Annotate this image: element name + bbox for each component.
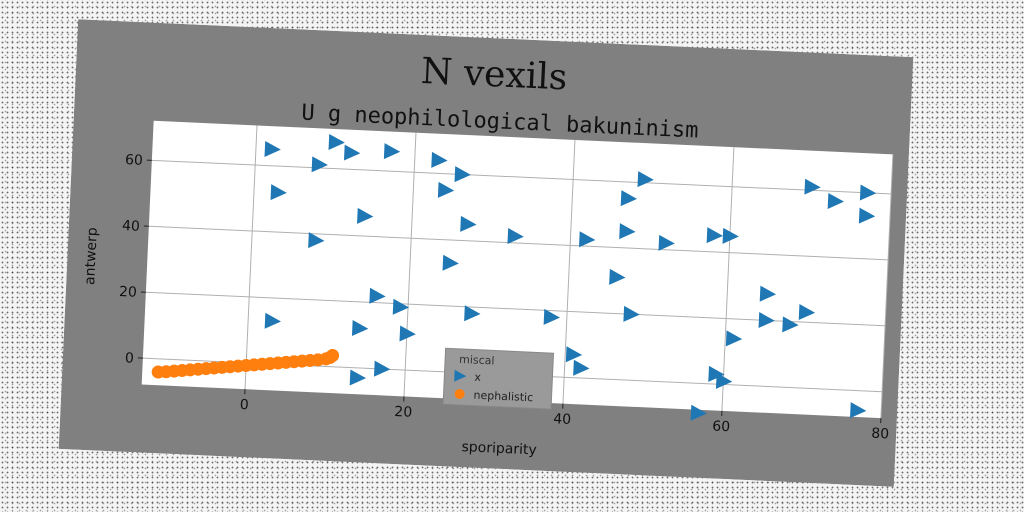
- data-point-x: [442, 254, 459, 271]
- x-grid-line: [721, 147, 735, 411]
- legend-nephalistic-label: nephalistic: [473, 389, 533, 405]
- data-point-x: [454, 166, 471, 183]
- data-point-x: [619, 223, 636, 240]
- y-tick-label: 40: [122, 218, 141, 235]
- data-point-x: [859, 184, 877, 201]
- data-point-x: [369, 287, 386, 304]
- data-point-x: [308, 232, 325, 249]
- data-point-x: [311, 156, 328, 173]
- data-point-x: [437, 181, 455, 198]
- x-tick-label: 0: [239, 397, 249, 413]
- data-point-x: [573, 359, 590, 376]
- scatter-chart: N vexils U g neophilological bakuninism …: [58, 19, 914, 487]
- data-point-x: [804, 178, 821, 195]
- data-point-x: [658, 234, 675, 251]
- data-point-x: [464, 305, 481, 322]
- data-point-x: [578, 231, 596, 248]
- data-point-x: [264, 140, 281, 157]
- figure-suptitle: N vexils: [420, 51, 568, 99]
- data-point-x: [758, 312, 775, 329]
- data-point-x: [460, 215, 477, 232]
- data-point-x: [706, 227, 723, 244]
- data-point-x: [609, 268, 626, 285]
- data-point-x: [827, 192, 844, 209]
- plot-area: [141, 120, 893, 419]
- y-grid-line: [151, 159, 892, 195]
- legend: miscal x nephalistic: [442, 347, 555, 410]
- legend-title: miscal: [459, 353, 495, 368]
- data-point-x: [399, 325, 416, 342]
- y-tick-label: 60: [125, 152, 144, 169]
- x-grid-line: [403, 132, 417, 397]
- x-grid-line: [244, 125, 258, 390]
- x-tick-label: 80: [871, 426, 890, 443]
- x-grid-line: [880, 154, 894, 419]
- data-point-nephalistic: [326, 349, 340, 363]
- x-axis-label: sporiparity: [461, 439, 537, 458]
- x-tick-label: 60: [712, 418, 731, 435]
- data-point-x: [715, 372, 733, 389]
- legend-nephalistic-marker: [454, 388, 465, 399]
- data-point-x: [565, 346, 583, 363]
- data-point-x: [798, 303, 816, 320]
- data-point-x: [858, 207, 876, 224]
- data-point-x: [373, 360, 391, 377]
- x-grid-line: [562, 139, 576, 404]
- series-nephalistic-markers: [151, 349, 340, 379]
- data-point-x: [725, 330, 743, 347]
- data-point-x: [623, 305, 640, 322]
- data-point-x: [708, 365, 725, 382]
- data-point-x: [543, 308, 560, 325]
- data-point-x: [620, 190, 638, 207]
- data-point-x: [264, 312, 281, 329]
- data-point-x: [690, 404, 707, 421]
- legend-x-marker: [454, 369, 467, 382]
- data-point-x: [328, 133, 345, 150]
- data-point-x: [383, 143, 401, 160]
- data-point-x: [343, 144, 361, 161]
- y-axis-label: antwerp: [82, 227, 101, 285]
- legend-box: [442, 347, 555, 410]
- data-point-x: [850, 402, 867, 419]
- data-point-x: [349, 369, 367, 386]
- series-x-markers: [264, 133, 877, 421]
- data-point-x: [392, 298, 410, 315]
- data-point-x: [722, 227, 739, 244]
- y-tick-label: 20: [119, 284, 138, 301]
- data-point-x: [507, 227, 524, 244]
- data-point-x: [270, 184, 287, 201]
- data-point-x: [782, 316, 799, 333]
- data-point-x: [759, 285, 777, 302]
- legend-x-label: x: [474, 371, 482, 384]
- x-tick-label: 40: [553, 411, 572, 428]
- figure: N vexils U g neophilological bakuninism …: [58, 19, 914, 487]
- y-tick-label: 0: [125, 350, 135, 366]
- x-tick-label: 20: [394, 404, 413, 421]
- data-point-x: [431, 151, 448, 168]
- data-point-x: [637, 171, 654, 188]
- data-point-x: [357, 207, 374, 224]
- y-tick-labels: 0 20 40 60: [119, 152, 144, 367]
- data-point-x: [351, 320, 369, 337]
- y-grid-line: [148, 225, 889, 261]
- x-tick-labels: 0 20 40 60 80: [239, 397, 889, 442]
